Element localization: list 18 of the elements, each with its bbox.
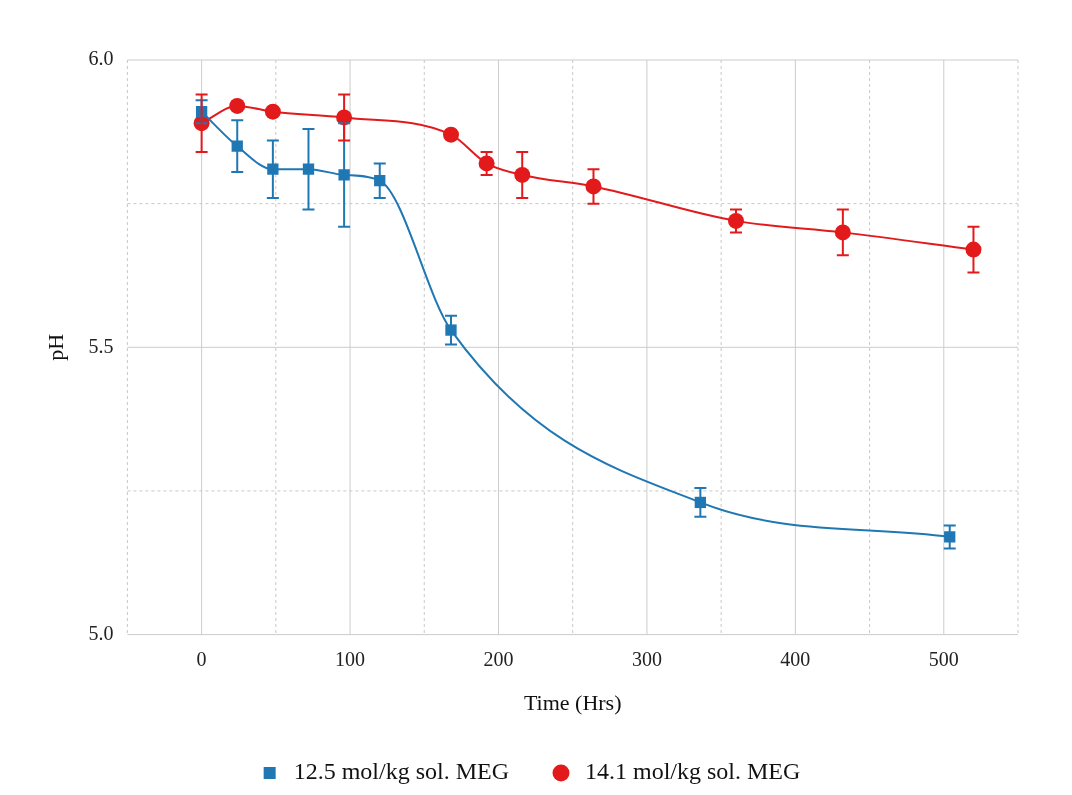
x-axis-title: Time (Hrs): [523, 689, 622, 715]
x-tick-label: 400: [780, 647, 811, 670]
legend-label: 14.1 mol/kg sol. MEG: [585, 758, 801, 785]
x-tick-label: 500: [928, 647, 959, 670]
x-tick-label: 0: [196, 647, 207, 670]
legend-label: 12.5 mol/kg sol. MEG: [293, 758, 509, 785]
y-tick-label: 6.0: [88, 47, 114, 70]
x-tick-label: 200: [483, 647, 514, 670]
point: [229, 97, 246, 114]
x-tick-label: 100: [335, 647, 366, 670]
x-tick-label: 300: [631, 647, 662, 670]
point: [442, 126, 459, 143]
point: [445, 324, 457, 336]
y-tick-label: 5.0: [88, 621, 114, 644]
point: [338, 169, 350, 181]
y-axis-title: pH: [42, 333, 68, 361]
y-tick-label: 5.5: [88, 334, 114, 357]
point: [264, 103, 281, 120]
